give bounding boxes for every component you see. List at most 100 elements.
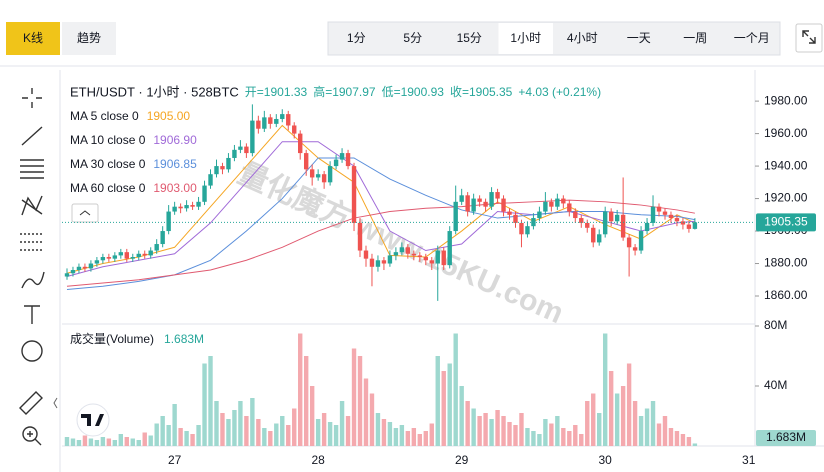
interval-button[interactable]: 一天 — [627, 31, 651, 45]
candle-body — [339, 153, 345, 160]
candle-body — [357, 222, 363, 251]
candle-body — [196, 201, 201, 207]
candle-body — [381, 260, 387, 264]
ma-line — [66, 199, 695, 287]
volume-bar — [513, 425, 518, 446]
candle-body — [513, 214, 518, 223]
y-tick-label: 1920.00 — [764, 191, 808, 205]
volume-bar — [602, 333, 608, 446]
volume-bar — [184, 431, 189, 446]
candle-body — [555, 198, 560, 207]
candle-body — [327, 166, 333, 183]
pattern-tool[interactable] — [21, 195, 43, 216]
emoji-tool[interactable] — [21, 340, 43, 362]
candle-body — [393, 252, 399, 256]
volume-title: 成交量(Volume) — [70, 331, 154, 346]
interval-button[interactable]: 4小时 — [567, 31, 598, 45]
crosshair-tool[interactable] — [22, 88, 42, 108]
candle-body — [94, 260, 100, 264]
volume-bar — [327, 422, 333, 446]
candle-body — [549, 201, 554, 207]
interval-button[interactable]: 1小时 — [510, 31, 541, 45]
candle-body — [567, 203, 572, 212]
y-tick-label: 1980.00 — [764, 93, 808, 107]
collapse-sidebar[interactable] — [53, 397, 58, 409]
volume-bar — [136, 440, 141, 446]
candle-body — [692, 222, 698, 229]
volume-bar — [483, 413, 488, 446]
candle-body — [351, 166, 357, 223]
volume-bar — [202, 363, 207, 446]
volume-bar — [124, 437, 129, 446]
volume-bar — [662, 416, 668, 446]
zoom-tool[interactable] — [22, 426, 38, 442]
interval-button[interactable]: 5分 — [403, 31, 422, 45]
candle-body — [435, 250, 440, 264]
candle-body — [64, 273, 70, 277]
candle-body — [459, 195, 464, 202]
volume-bar — [226, 419, 231, 446]
expand-button[interactable] — [795, 23, 823, 53]
volume-bar — [351, 348, 357, 446]
volume-bar — [597, 413, 602, 446]
candle-body — [292, 125, 297, 134]
fib-tool[interactable] — [20, 159, 44, 179]
tab[interactable] — [6, 22, 60, 55]
ruler-tool[interactable] — [19, 391, 43, 415]
ma-legend-value: 1906.90 — [153, 133, 197, 147]
candle-body — [537, 211, 542, 219]
volume-bar — [650, 401, 656, 446]
volume-bar — [220, 413, 225, 446]
tab[interactable] — [62, 22, 116, 55]
candle-body — [597, 234, 602, 243]
volume-bar — [686, 437, 692, 446]
header-low: 低=1900.93 — [382, 85, 445, 99]
volume-bar — [680, 434, 686, 446]
candle-body — [387, 255, 393, 264]
volume-bar — [345, 416, 351, 446]
interval-selected[interactable] — [498, 23, 554, 54]
legend-toggle[interactable] — [71, 203, 99, 223]
volume-bar — [632, 401, 638, 446]
candle-body — [453, 201, 458, 232]
candle-body — [172, 206, 177, 212]
volume-bar — [453, 333, 458, 446]
trendline-tool[interactable] — [21, 126, 43, 146]
candle-body — [178, 206, 183, 209]
ma-legend-name: MA 5 close 0 — [70, 109, 139, 123]
candle-body — [309, 169, 315, 178]
tab-label: K线 — [23, 31, 43, 45]
volume-bar — [531, 431, 536, 446]
interval-button[interactable]: 一个月 — [734, 31, 770, 45]
brush-tool[interactable] — [21, 271, 45, 289]
candle-body — [148, 250, 153, 256]
interval-button[interactable]: 一周 — [683, 31, 707, 45]
last-volume-label: 1.683M — [766, 430, 806, 444]
volume-bar — [118, 434, 124, 446]
y-tick-label: 1940.00 — [764, 158, 808, 172]
header-symbol: ETH/USDT · 1小时 · 528BTC — [70, 84, 239, 99]
volume-bar — [256, 419, 261, 446]
volume-bar — [519, 413, 524, 446]
volume-bar — [429, 423, 434, 446]
candle-body — [238, 146, 243, 150]
volume-bar — [471, 408, 476, 446]
interval-button[interactable]: 1分 — [347, 31, 366, 45]
candle-body — [441, 250, 446, 266]
volume-bar — [674, 431, 680, 446]
header-open: 开=1901.33 — [245, 85, 308, 99]
volume-bar — [250, 398, 255, 446]
candle-body — [321, 174, 327, 183]
x-tick-label: 30 — [599, 453, 613, 467]
projection-tool[interactable] — [20, 233, 44, 251]
volume-bar — [495, 410, 500, 446]
candle-body — [369, 258, 375, 267]
text-tool[interactable] — [24, 305, 40, 324]
interval-button[interactable]: 15分 — [457, 31, 482, 45]
candle-body — [184, 205, 189, 209]
volume-bar — [244, 416, 249, 446]
candle-body — [82, 266, 88, 269]
volume-bar — [393, 428, 399, 446]
volume-bar — [280, 416, 285, 446]
